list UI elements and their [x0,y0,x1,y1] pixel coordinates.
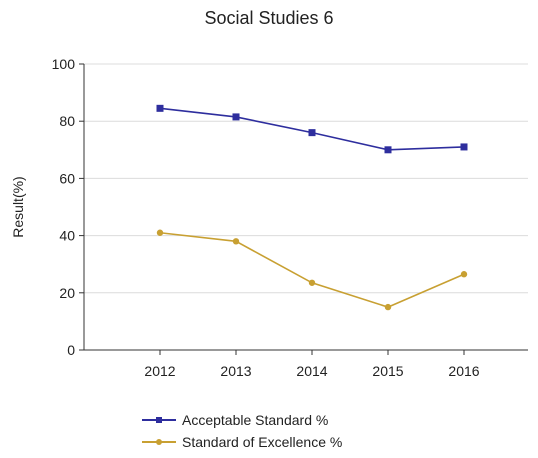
legend-swatch-excellence [142,436,176,448]
data-point-1 [232,238,240,245]
y-tick-label: 100 [52,56,76,72]
data-point-0 [460,143,468,151]
x-tick-label: 2015 [372,363,403,379]
data-point-0 [232,113,240,121]
x-tick-label: 2016 [448,363,479,379]
series-line-1 [159,231,465,308]
legend-label-excellence: Standard of Excellence % [182,434,343,450]
legend: Acceptable Standard % Standard of Excell… [142,410,342,454]
chart-title: Social Studies 6 [204,8,334,28]
data-point-1 [384,303,392,311]
y-tick-label: 40 [59,228,75,244]
data-point-0 [384,146,392,154]
y-tick-label: 80 [59,113,75,129]
x-tick-label: 2012 [144,363,175,379]
y-tick-label: 20 [59,285,75,301]
x-tick-label: 2013 [220,363,251,379]
data-point-0 [308,129,316,137]
legend-swatch-acceptable [142,414,176,426]
legend-item-acceptable: Acceptable Standard % [142,410,342,430]
series-line-0 [159,107,465,151]
legend-item-excellence: Standard of Excellence % [142,432,342,452]
y-tick-label: 0 [67,342,75,358]
x-tick-label: 2014 [296,363,327,379]
data-point-1 [308,279,316,286]
y-axis-title: Result(%) [10,176,26,237]
data-point-0 [156,104,164,112]
y-tick-label: 60 [59,170,75,186]
data-point-1 [460,271,468,278]
data-point-1 [156,229,164,236]
legend-label-acceptable: Acceptable Standard % [182,412,329,428]
